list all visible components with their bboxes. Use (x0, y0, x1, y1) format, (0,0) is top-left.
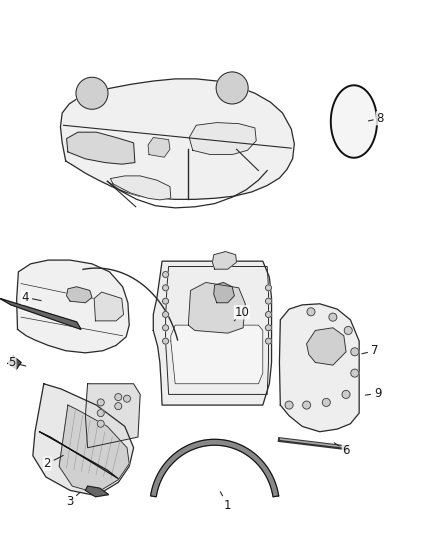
Polygon shape (214, 282, 234, 303)
Text: 7: 7 (362, 344, 378, 357)
Circle shape (265, 298, 272, 304)
Text: 4: 4 (21, 291, 41, 304)
Polygon shape (307, 328, 346, 365)
Polygon shape (67, 132, 135, 164)
Polygon shape (331, 85, 377, 158)
Text: 1: 1 (220, 492, 232, 512)
Circle shape (162, 325, 169, 331)
Text: 9: 9 (365, 387, 381, 400)
Polygon shape (148, 138, 170, 157)
Polygon shape (151, 439, 279, 497)
Text: 6: 6 (334, 443, 350, 457)
Polygon shape (94, 292, 124, 321)
Circle shape (351, 369, 359, 377)
Circle shape (265, 325, 272, 331)
Polygon shape (110, 176, 171, 200)
Circle shape (97, 409, 104, 417)
Polygon shape (153, 261, 272, 405)
Circle shape (344, 326, 352, 335)
Circle shape (351, 348, 359, 356)
Polygon shape (85, 384, 140, 448)
Circle shape (124, 395, 131, 402)
Polygon shape (17, 260, 129, 353)
Circle shape (76, 77, 108, 109)
Circle shape (115, 393, 122, 401)
Polygon shape (188, 282, 245, 333)
Text: 10: 10 (234, 306, 249, 321)
Text: 2: 2 (43, 455, 63, 470)
Circle shape (162, 338, 169, 344)
Text: 3: 3 (67, 492, 80, 507)
Circle shape (307, 308, 315, 316)
Circle shape (97, 399, 104, 406)
Circle shape (162, 271, 169, 278)
Circle shape (342, 390, 350, 399)
Polygon shape (59, 405, 129, 493)
Polygon shape (39, 432, 118, 479)
Circle shape (265, 285, 272, 291)
Polygon shape (85, 486, 109, 497)
Circle shape (285, 401, 293, 409)
Polygon shape (189, 123, 256, 155)
Polygon shape (279, 304, 359, 432)
Text: 5: 5 (9, 356, 26, 369)
Circle shape (265, 338, 272, 344)
Circle shape (265, 311, 272, 318)
Polygon shape (8, 356, 21, 369)
Circle shape (216, 72, 248, 104)
Circle shape (162, 311, 169, 318)
Polygon shape (212, 252, 237, 269)
Text: 8: 8 (368, 112, 384, 125)
Circle shape (303, 401, 311, 409)
Circle shape (115, 402, 122, 410)
Circle shape (329, 313, 337, 321)
Polygon shape (0, 298, 81, 329)
Polygon shape (33, 384, 134, 496)
Polygon shape (171, 325, 263, 384)
Polygon shape (60, 79, 294, 199)
Polygon shape (67, 287, 92, 303)
Circle shape (97, 420, 104, 427)
Circle shape (322, 398, 330, 407)
Circle shape (162, 285, 169, 291)
Circle shape (162, 298, 169, 304)
